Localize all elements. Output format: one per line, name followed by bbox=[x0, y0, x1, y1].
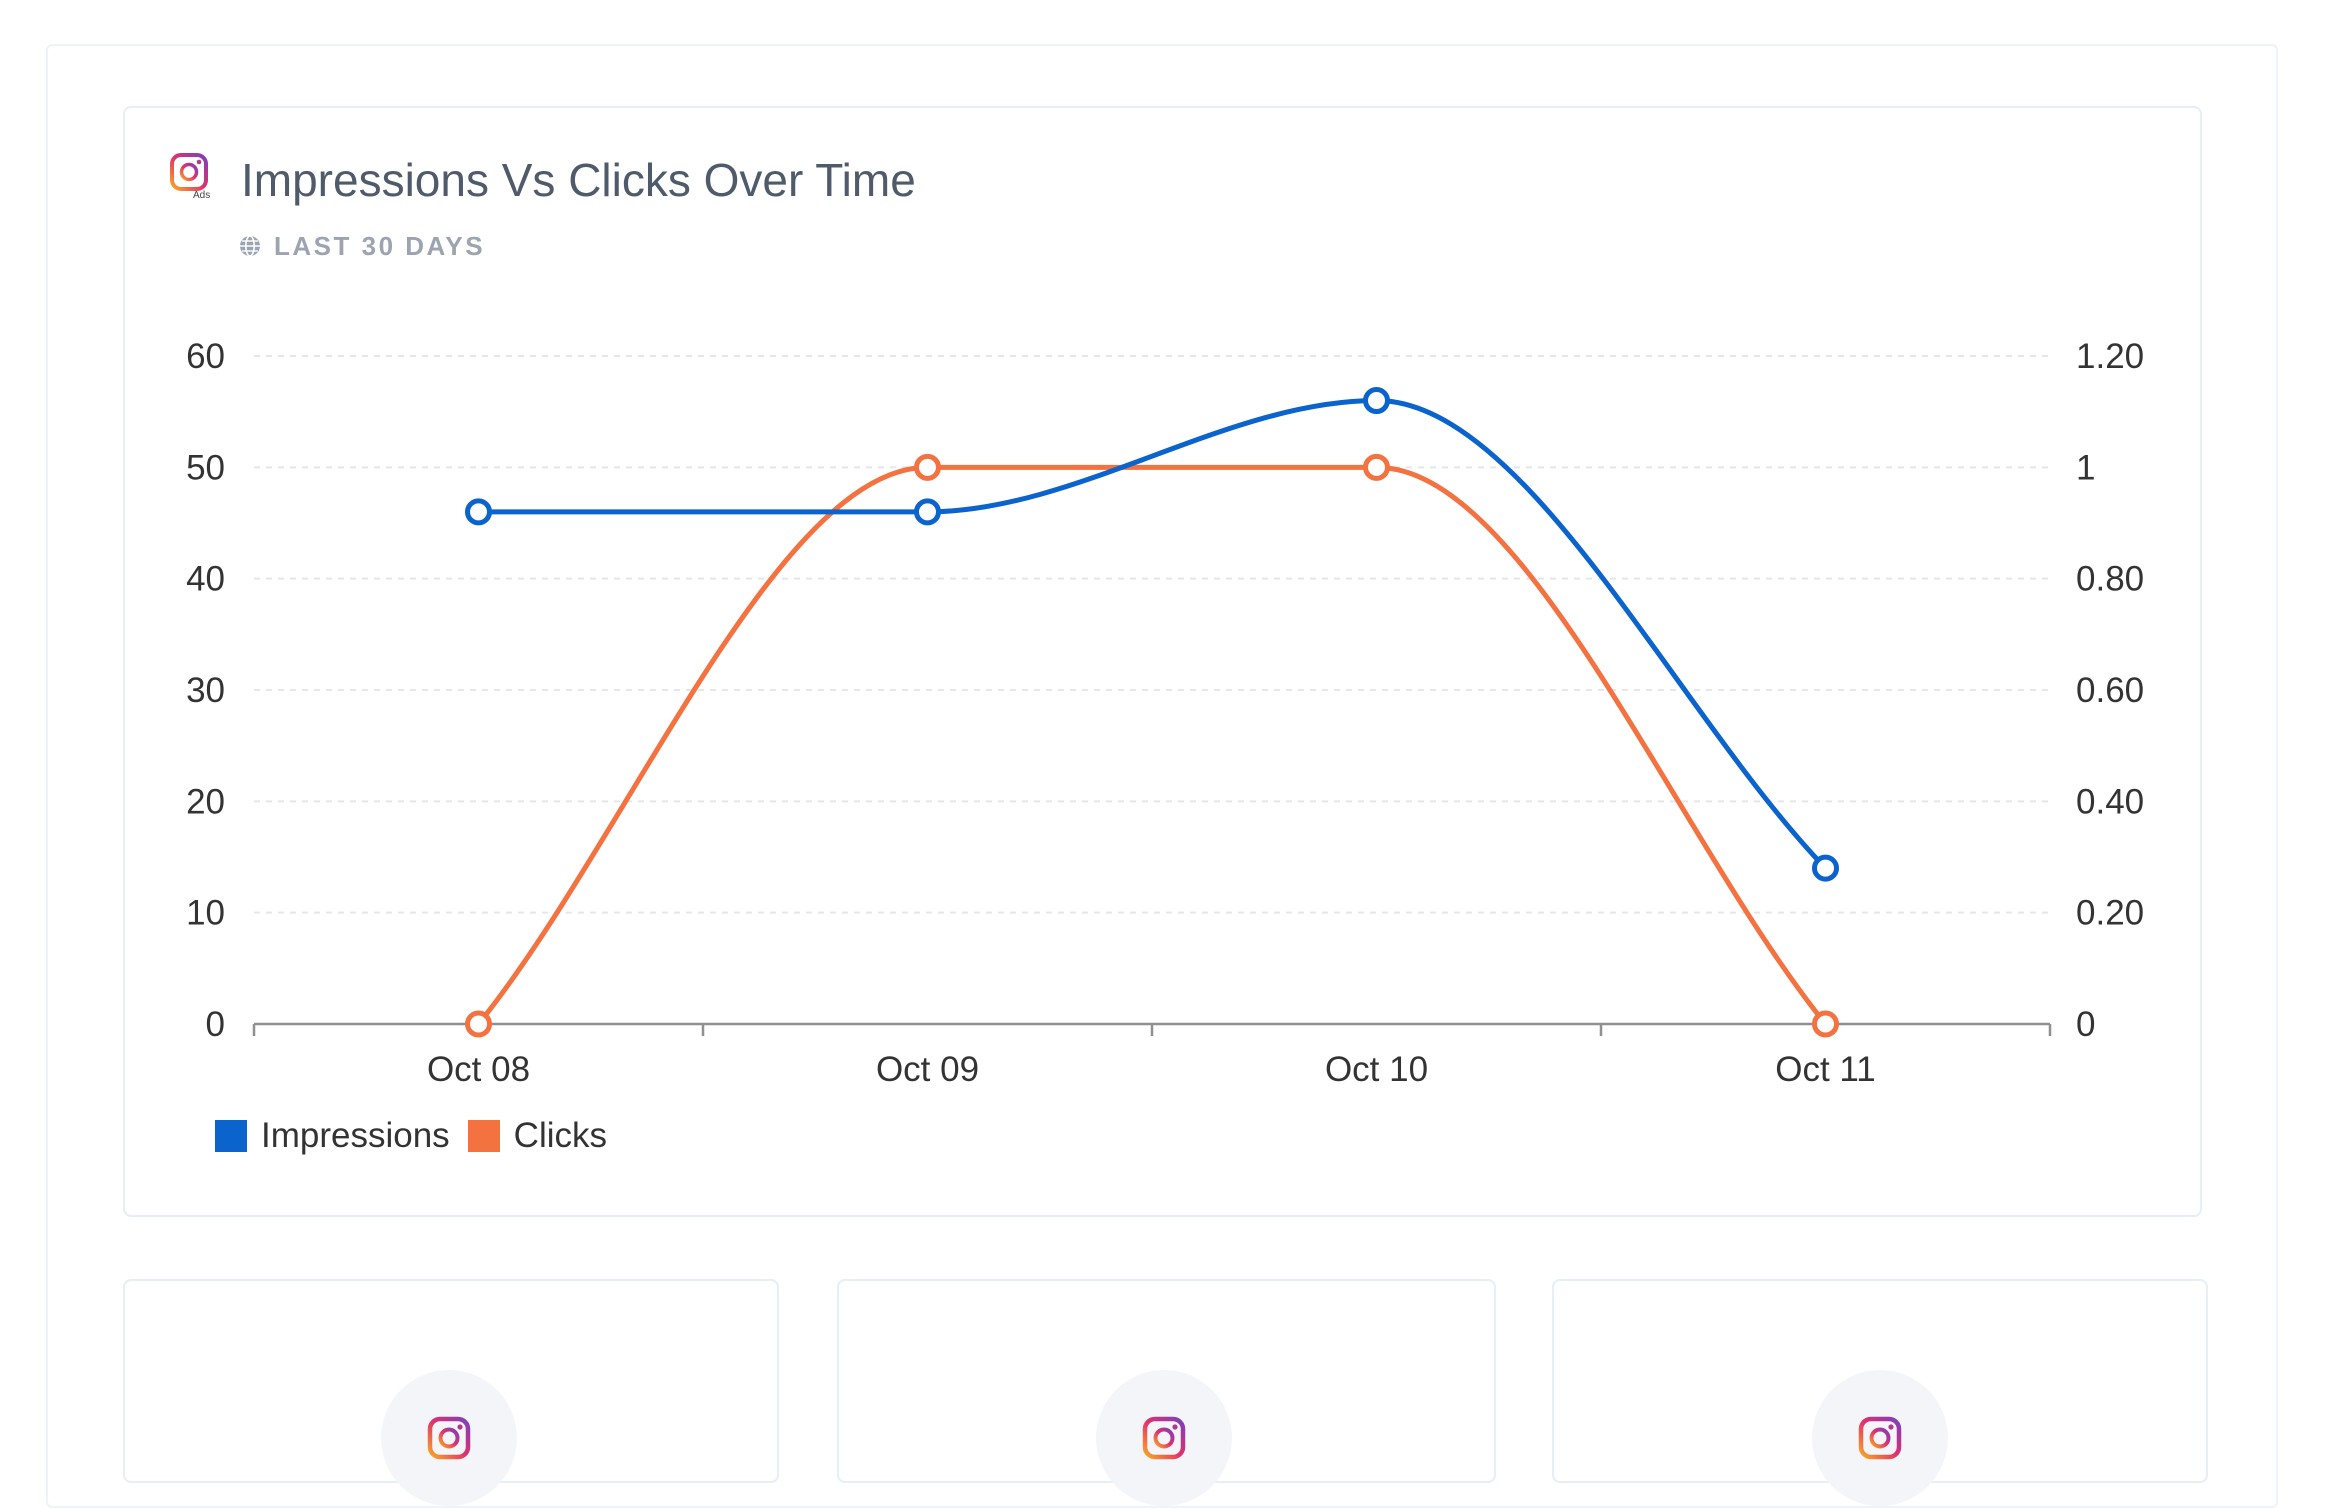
data-point-clicks bbox=[914, 453, 941, 481]
date-range-label: LAST 30 DAYS bbox=[274, 231, 486, 261]
y-right-tick-label: 0.60 bbox=[2076, 671, 2144, 710]
y-right-tick-label: 1 bbox=[2076, 448, 2095, 487]
y-right-tick-label: 0.80 bbox=[2076, 560, 2144, 599]
legend-swatch-impressions bbox=[215, 1120, 247, 1152]
legend-swatch-clicks bbox=[467, 1120, 500, 1152]
metric-icon-badge-2 bbox=[1096, 1370, 1232, 1506]
metric-icon-badge-1 bbox=[381, 1370, 517, 1506]
y-left-tick-label: 0 bbox=[206, 1005, 225, 1044]
x-tick-label: Oct 11 bbox=[1775, 1050, 1876, 1089]
x-tick-label: Oct 10 bbox=[1325, 1050, 1428, 1089]
impressions-clicks-chart: 0 10 20 30 40 50 60 0 0.20 0.40 0.60 0.80 1 1.20 Oct 0… bbox=[186, 337, 2144, 1089]
svg-text:Ads: Ads bbox=[193, 190, 210, 199]
series-line-impressions bbox=[478, 398, 1828, 870]
chart-legend: Impressions Clicks bbox=[215, 1116, 625, 1156]
chart-title: Impressions Vs Clicks Over Time bbox=[241, 154, 916, 206]
y-right-tick-label: 0.40 bbox=[2076, 782, 2144, 821]
y-left-tick-label: 30 bbox=[186, 671, 225, 710]
data-point-impressions bbox=[1363, 387, 1390, 415]
y-right-tick-label: 1.20 bbox=[2076, 337, 2144, 376]
y-left-tick-label: 10 bbox=[186, 894, 225, 933]
instagram-ads-icon: Ads bbox=[170, 153, 210, 199]
y-left-tick-label: 40 bbox=[186, 560, 225, 599]
data-point-impressions bbox=[1812, 854, 1839, 882]
globe-icon bbox=[240, 235, 260, 257]
data-point-clicks bbox=[1812, 1010, 1839, 1038]
data-point-clicks bbox=[465, 1010, 492, 1038]
y-left-tick-label: 60 bbox=[186, 337, 225, 376]
y-left-tick-label: 50 bbox=[186, 448, 225, 487]
instagram-icon bbox=[1858, 1416, 1902, 1460]
data-point-impressions bbox=[465, 498, 492, 526]
x-tick-label: Oct 08 bbox=[427, 1050, 530, 1089]
y-left-tick-label: 20 bbox=[186, 782, 225, 821]
legend-item-impressions[interactable]: Impressions bbox=[215, 1116, 450, 1156]
y-right-tick-label: 0 bbox=[2076, 1005, 2095, 1044]
legend-label-clicks: Clicks bbox=[513, 1116, 607, 1155]
x-tick-label: Oct 09 bbox=[876, 1050, 979, 1089]
instagram-icon bbox=[1142, 1416, 1186, 1460]
data-point-clicks bbox=[1363, 453, 1390, 481]
legend-label-impressions: Impressions bbox=[261, 1116, 450, 1155]
instagram-icon bbox=[427, 1416, 471, 1460]
series-line-clicks bbox=[476, 464, 1828, 1026]
legend-item-clicks[interactable]: Clicks bbox=[467, 1116, 607, 1156]
data-point-impressions bbox=[914, 498, 941, 526]
metric-icon-badge-3 bbox=[1812, 1370, 1948, 1506]
y-right-tick-label: 0.20 bbox=[2076, 894, 2144, 933]
